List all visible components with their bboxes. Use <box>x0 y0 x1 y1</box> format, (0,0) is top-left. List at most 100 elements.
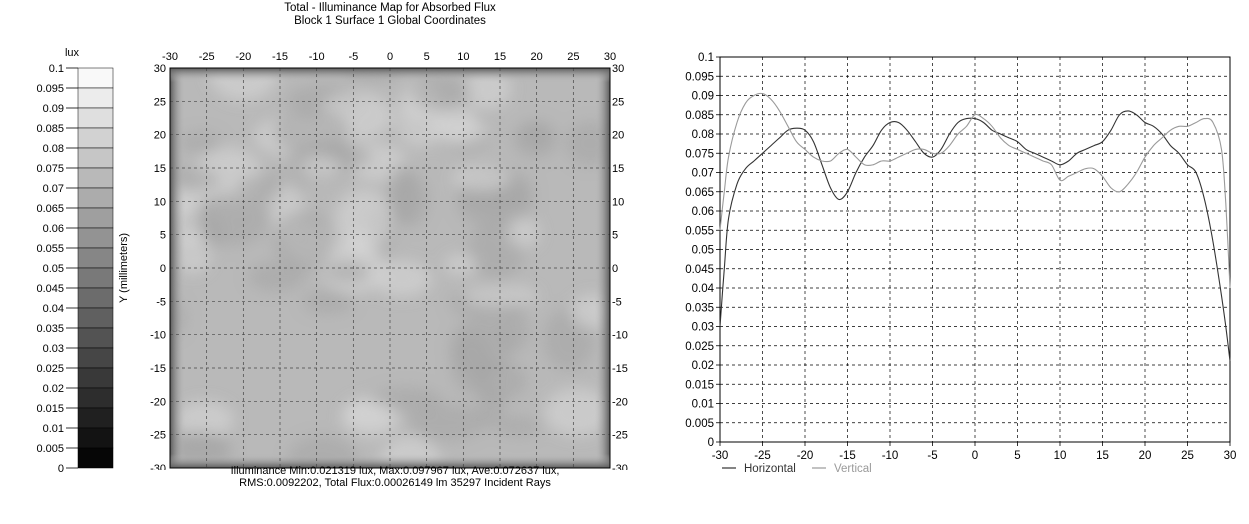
heatmap-x-tick-top: 25 <box>567 51 579 63</box>
heatmap-y-tick-left: -15 <box>150 363 166 375</box>
scale-tick-label: 0.085 <box>36 123 64 135</box>
line-y-tick-label: 0.02 <box>692 360 714 372</box>
footer-line-1: Illuminance Min:0.021319 lux, Max:0.0979… <box>230 465 560 477</box>
heatmap-y-tick-right: 5 <box>612 230 618 242</box>
scale-swatch <box>77 147 114 169</box>
heatmap-y-tick-left: 25 <box>154 96 166 108</box>
line-y-tick-label: 0.095 <box>685 71 714 83</box>
line-x-tick-label: 5 <box>1014 450 1020 462</box>
line-y-tick-label: 0.01 <box>692 399 714 411</box>
line-y-tick-label: 0.045 <box>685 264 714 276</box>
scale-tick-label: 0.015 <box>36 403 64 415</box>
scale-tick-label: 0.065 <box>36 203 64 215</box>
heatmap-y-tick-left: 30 <box>154 63 166 75</box>
scale-tick-label: 0.08 <box>43 143 64 155</box>
heatmap-y-tick-right: -15 <box>612 363 628 375</box>
line-y-tick-label: 0 <box>708 437 714 449</box>
heatmap-frame <box>169 67 611 469</box>
scale-swatch <box>77 447 114 469</box>
heatmap-y-tick-right: -5 <box>612 296 622 308</box>
line-x-tick-label: 30 <box>1224 450 1237 462</box>
scale-tick-label: 0.09 <box>43 103 64 115</box>
scale-swatch <box>77 427 114 449</box>
scale-tick-label: 0.035 <box>36 323 64 335</box>
line-y-tick-label: 0.03 <box>692 322 714 334</box>
scale-tick-label: 0 <box>58 463 64 475</box>
scale-swatch <box>77 227 114 249</box>
line-x-tick-label: -20 <box>797 450 814 462</box>
scale-swatch <box>77 107 114 129</box>
chart-title: Total - Illuminance Map for Absorbed Flu… <box>170 2 610 28</box>
heatmap-y-tick-right: -25 <box>612 430 628 442</box>
line-y-tick-label: 0.015 <box>685 379 714 391</box>
scale-swatch <box>77 327 114 349</box>
heatmap-y-tick-right: 20 <box>612 130 624 142</box>
heatmap-x-tick-top: 15 <box>494 51 506 63</box>
legend-label-horizontal: Horizontal <box>744 463 796 475</box>
line-y-tick-label: 0.055 <box>685 225 714 237</box>
line-y-tick-label: 0.09 <box>692 91 714 103</box>
line-plot-frame <box>719 56 1231 443</box>
line-x-tick-label: 15 <box>1096 450 1109 462</box>
legend-label-vertical: Vertical <box>834 463 872 475</box>
scale-swatch <box>77 367 114 389</box>
scale-swatch <box>77 187 114 209</box>
footer-line-2: RMS:0.0092202, Total Flux:0.00026149 lm … <box>239 477 551 489</box>
heatmap-y-tick-right: 30 <box>612 63 624 75</box>
heatmap-y-axis-label: Y (millimeters) <box>118 233 130 303</box>
scale-tick-label: 0.005 <box>36 443 64 455</box>
line-y-tick-label: 0.05 <box>692 245 714 257</box>
heatmap-x-tick-top: 30 <box>604 51 616 63</box>
heatmap-x-tick-top: -15 <box>272 51 288 63</box>
heatmap-x-tick-top: 5 <box>424 51 430 63</box>
title-line-1: Total - Illuminance Map for Absorbed Flu… <box>284 2 496 14</box>
heatmap-y-tick-right: -30 <box>612 463 628 470</box>
line-y-tick-label: 0.065 <box>685 187 714 199</box>
line-y-tick-label: 0.06 <box>692 206 714 218</box>
heatmap-x-tick-top: 0 <box>387 51 393 63</box>
line-y-tick-label: 0.005 <box>685 418 714 430</box>
line-y-tick-label: 0.085 <box>685 110 714 122</box>
scale-tick-label: 0.01 <box>43 423 64 435</box>
scale-tick-label: 0.05 <box>43 263 64 275</box>
scale-swatch <box>77 287 114 309</box>
illuminance-heatmap: -30 -30 -25 -25 -20 -20 -15 -15 -10 -10 -5 -5 0 0 5 5 10… <box>118 51 628 470</box>
line-x-tick-label: -10 <box>882 450 899 462</box>
line-y-tick-label: 0.025 <box>685 341 714 353</box>
line-y-tick-label: 0.035 <box>685 302 714 314</box>
scale-unit-label: lux <box>65 47 80 59</box>
heatmap-x-tick-top: -30 <box>162 51 178 63</box>
heatmap-y-tick-left: 10 <box>154 196 166 208</box>
scale-swatch <box>77 87 114 109</box>
heatmap-y-tick-left: -30 <box>150 463 166 470</box>
heatmap-y-tick-right: 15 <box>612 163 624 175</box>
heatmap-y-tick-right: 25 <box>612 96 624 108</box>
line-y-tick-label: 0.07 <box>692 168 714 180</box>
line-y-tick-label: 0.04 <box>692 283 715 295</box>
heatmap-y-tick-left: -20 <box>150 396 166 408</box>
line-x-tick-label: 25 <box>1181 450 1194 462</box>
line-x-tick-label: 0 <box>972 450 978 462</box>
scale-swatch <box>77 207 114 229</box>
scale-swatch <box>77 347 114 369</box>
scale-swatch <box>77 247 114 269</box>
scale-swatch <box>77 387 114 409</box>
heatmap-x-tick-top: -25 <box>199 51 215 63</box>
heatmap-y-tick-right: 10 <box>612 196 624 208</box>
scale-tick-label: 0.07 <box>43 183 64 195</box>
scale-swatch <box>77 67 114 89</box>
heatmap-x-tick-top: 20 <box>531 51 543 63</box>
heatmap-y-tick-left: 20 <box>154 130 166 142</box>
heatmap-y-tick-left: -5 <box>156 296 166 308</box>
line-x-tick-label: -25 <box>754 450 771 462</box>
heatmap-x-tick-top: 10 <box>457 51 469 63</box>
scale-tick-label: 0.03 <box>43 343 64 355</box>
scale-tick-label: 0.045 <box>36 283 64 295</box>
scale-swatch <box>77 407 114 429</box>
statistics-footer: Illuminance Min:0.021319 lux, Max:0.0979… <box>120 465 670 489</box>
line-y-tick-label: 0.1 <box>698 52 714 64</box>
scale-tick-label: 0.055 <box>36 243 64 255</box>
scale-tick-label: 0.095 <box>36 83 64 95</box>
heatmap-x-tick-top: -5 <box>348 51 358 63</box>
